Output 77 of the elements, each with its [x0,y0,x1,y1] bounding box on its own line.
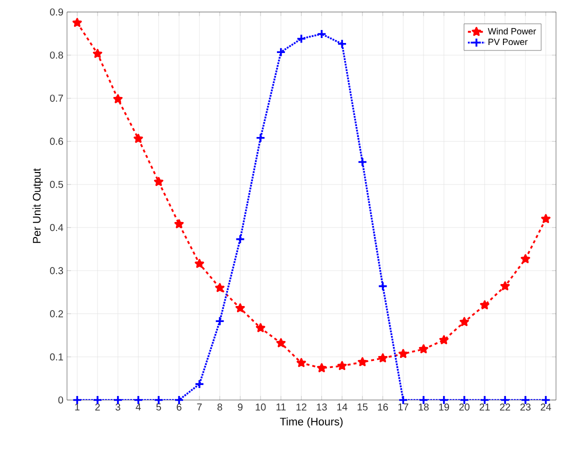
point [317,363,326,372]
x-tick-label: 12 [296,404,306,410]
y-tick-label: 0.2 [50,310,63,318]
x-tick-label: 5 [156,404,162,410]
point [520,254,530,264]
point [500,281,510,290]
point [194,379,204,389]
point [92,395,102,405]
x-tick-label: 24 [540,404,552,410]
x-tick-label: 6 [176,404,182,411]
point [256,133,266,143]
x-tick-label: 7 [197,404,202,410]
point [480,300,490,310]
x-tick-label: 23 [520,404,531,411]
legend-label: Wind Power [488,28,536,34]
point [235,234,246,244]
point [134,134,143,143]
x-tick-label: 2 [95,404,100,410]
point [174,219,184,228]
point [154,176,164,186]
point [92,48,102,58]
point [72,395,82,405]
x-tick-label: 8 [217,404,222,411]
x-tick-label: 15 [358,404,368,410]
x-axis-title: Time (Hours) [280,417,343,428]
x-tick-label: 20 [459,404,470,411]
x-tick-label: 19 [439,404,450,411]
point [316,29,327,39]
point [133,395,144,405]
y-axis-title: Per Unit Output [32,168,43,243]
point [296,358,306,368]
point [358,157,368,167]
x-tick-label: 21 [480,404,490,410]
x-tick-label: 4 [136,404,141,410]
y-tick-label: 0.7 [50,94,63,102]
x-tick-label: 9 [238,404,242,411]
x-tick-label: 14 [337,404,348,410]
point [256,323,266,332]
y-tick-label: 0.9 [50,8,64,16]
point [358,357,368,366]
point [174,395,184,405]
point [113,94,123,104]
x-tick-label: 17 [398,404,408,410]
point [418,344,428,354]
point [460,317,470,326]
point [337,361,347,370]
point [215,283,224,292]
point [398,348,408,358]
point [276,47,286,57]
point [113,395,123,405]
point [236,303,245,312]
x-tick-label: 18 [418,404,429,411]
y-tick-label: 0.1 [50,353,63,360]
y-tick-label: 0.5 [50,180,64,188]
x-tick-label: 16 [378,404,388,411]
point [194,258,204,268]
y-tick-label: 0.3 [50,267,64,274]
point [337,39,347,49]
x-tick-label: 3 [116,404,120,411]
point [296,34,306,44]
point [378,281,388,292]
y-tick-label: 0.4 [50,224,64,232]
point [72,18,82,27]
y-tick-label: 0.6 [50,138,64,145]
point [378,353,388,362]
y-tick-label: 0.8 [50,52,64,59]
point [439,335,449,344]
point [541,214,551,224]
x-tick-label: 11 [276,404,286,410]
point [276,338,286,348]
y-tick-label: 0 [58,396,64,404]
point [154,395,164,405]
legend-label: PV Power [488,38,528,46]
x-tick-label: 10 [256,404,266,411]
x-tick-label: 13 [316,404,327,411]
x-tick-label: 22 [500,404,510,410]
point [214,316,225,326]
